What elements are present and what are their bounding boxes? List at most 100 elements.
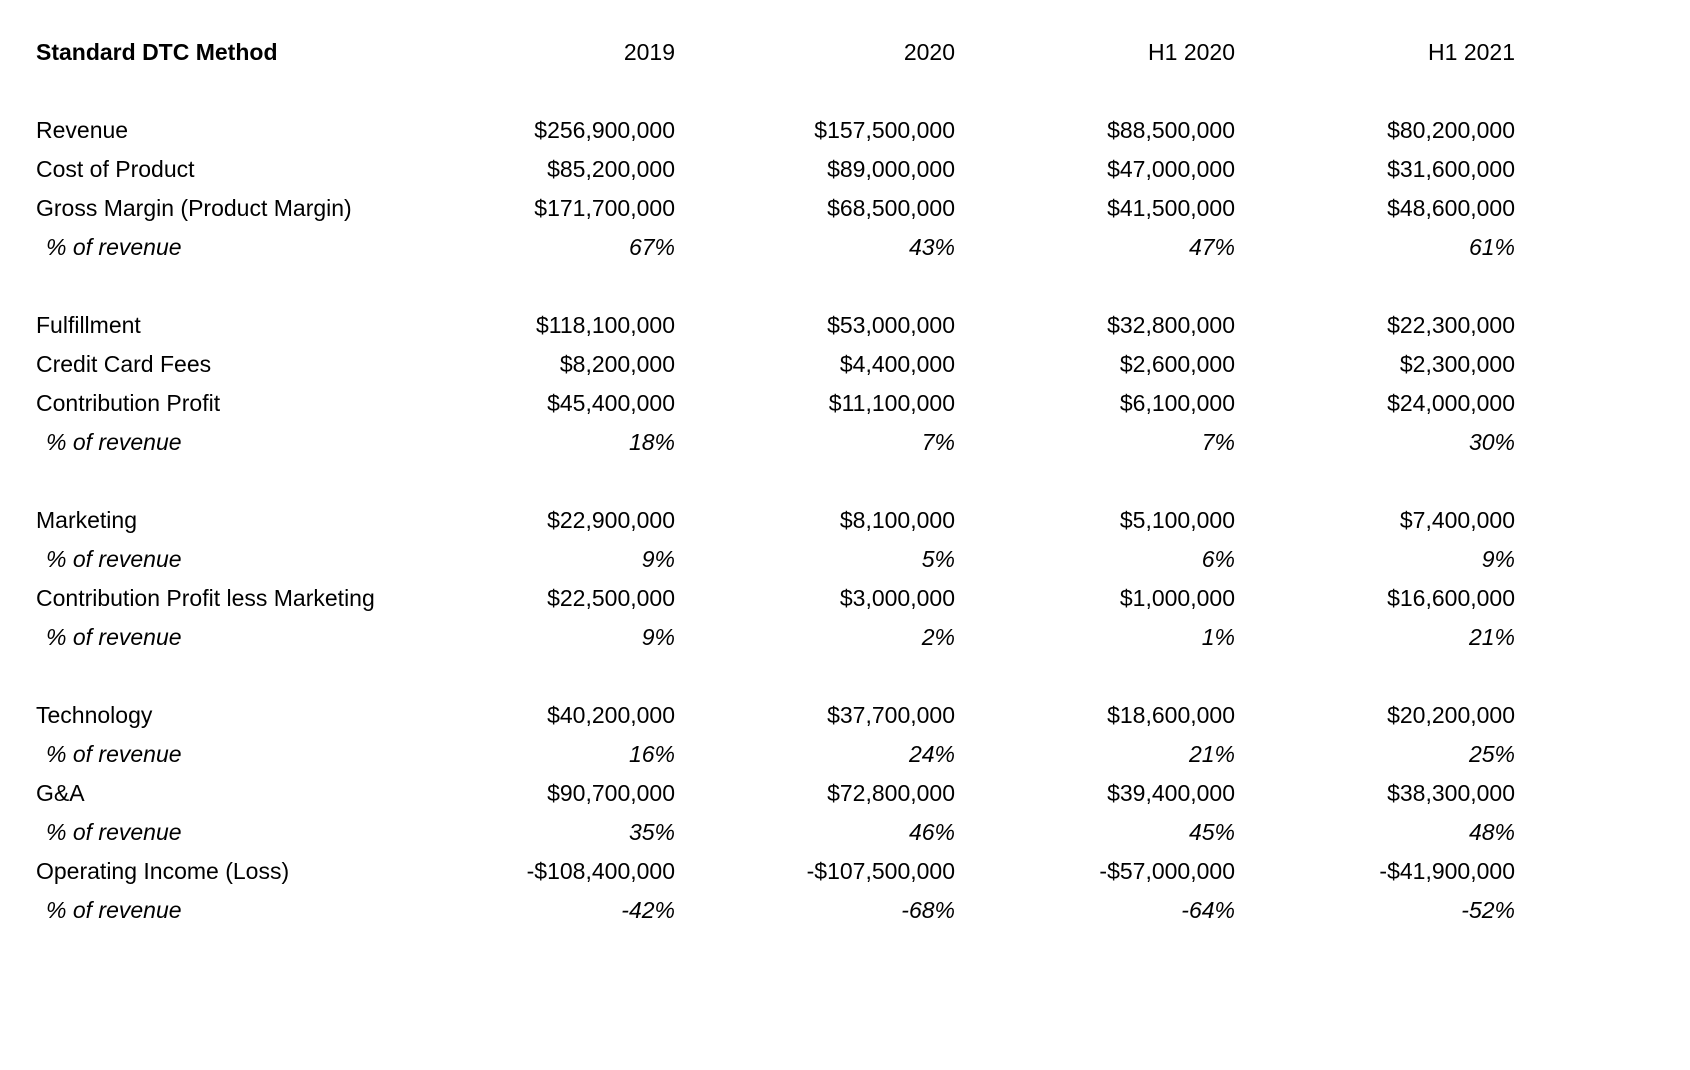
cell-value: $41,500,000: [1107, 195, 1235, 221]
cell-value: $3,000,000: [839, 585, 955, 611]
cell-value: 30%: [1468, 429, 1515, 455]
section-spacer: [36, 657, 1551, 696]
row-label: G&A: [36, 780, 85, 806]
section-spacer: [36, 72, 1551, 111]
cell-value: $48,600,000: [1387, 195, 1515, 221]
cell-value: $20,200,000: [1387, 702, 1515, 728]
table-row: % of revenue -42% -68% -64% -52%: [36, 891, 1551, 930]
cell-value: $7,400,000: [1399, 507, 1515, 533]
cell-value: $157,500,000: [814, 117, 955, 143]
cell-value: 46%: [908, 819, 955, 845]
cell-value: -52%: [1461, 897, 1515, 923]
cell-value: 21%: [1468, 624, 1515, 650]
cell-value: $18,600,000: [1107, 702, 1235, 728]
cell-value: -$107,500,000: [806, 858, 955, 884]
table-title: Standard DTC Method: [36, 39, 278, 65]
table-row: % of revenue 9% 2% 1% 21%: [36, 618, 1551, 657]
section-spacer: [36, 267, 1551, 306]
table-row: Technology $40,200,000 $37,700,000 $18,600,…: [36, 696, 1551, 735]
table-row: Marketing $22,900,000 $8,100,000 $5,100,000…: [36, 501, 1551, 540]
cell-value: -64%: [1181, 897, 1235, 923]
cell-value: $47,000,000: [1107, 156, 1235, 182]
row-label: Contribution Profit less Marketing: [36, 585, 375, 611]
table-row: % of revenue 18% 7% 7% 30%: [36, 423, 1551, 462]
cell-value: $118,100,000: [536, 312, 675, 338]
table-row: % of revenue 16% 24% 21% 25%: [36, 735, 1551, 774]
cell-value: $256,900,000: [534, 117, 675, 143]
cell-value: 7%: [921, 429, 955, 455]
cell-value: 9%: [641, 546, 675, 572]
cell-value: $1,000,000: [1119, 585, 1235, 611]
row-label: Operating Income (Loss): [36, 858, 290, 884]
cell-value: 25%: [1468, 741, 1515, 767]
cell-value: $4,400,000: [839, 351, 955, 377]
row-label: Revenue: [36, 117, 129, 143]
cell-value: 24%: [908, 741, 955, 767]
table-row: Fulfillment $118,100,000 $53,000,000 $32,80…: [36, 306, 1551, 345]
cell-value: 47%: [1188, 234, 1235, 260]
row-label: % of revenue: [46, 234, 182, 260]
column-header: H1 2021: [1428, 39, 1515, 65]
cell-value: 2%: [921, 624, 955, 650]
cell-value: 48%: [1468, 819, 1515, 845]
table-row: Gross Margin (Product Margin) $171,700,00…: [36, 189, 1551, 228]
row-label: % of revenue: [46, 897, 182, 923]
table-body: Revenue $256,900,000 $157,500,000 $88,500,0…: [36, 72, 1551, 930]
cell-value: $68,500,000: [827, 195, 955, 221]
table-header-row: Standard DTC Method 2019 2020 H1 2020 H1 20…: [36, 33, 1551, 72]
cell-value: $45,400,000: [547, 390, 675, 416]
cell-value: $8,100,000: [839, 507, 955, 533]
column-header: 2020: [903, 39, 955, 65]
table-row: Credit Card Fees $8,200,000 $4,400,000 $2,6…: [36, 345, 1551, 384]
cell-value: $171,700,000: [534, 195, 675, 221]
cell-value: $38,300,000: [1387, 780, 1515, 806]
column-header: 2019: [623, 39, 675, 65]
table-row: % of revenue 67% 43% 47% 61%: [36, 228, 1551, 267]
table-row: Contribution Profit less Marketing $22,50…: [36, 579, 1551, 618]
row-label: % of revenue: [46, 741, 182, 767]
cell-value: $2,600,000: [1119, 351, 1235, 377]
cell-value: 9%: [1481, 546, 1515, 572]
cell-value: $89,000,000: [827, 156, 955, 182]
table-row: Operating Income (Loss) -$108,400,000 -$10…: [36, 852, 1551, 891]
row-label: Marketing: [36, 507, 137, 533]
cell-value: 6%: [1201, 546, 1235, 572]
column-header: H1 2020: [1148, 39, 1235, 65]
cell-value: -42%: [621, 897, 675, 923]
table-row: Contribution Profit $45,400,000 $11,100,00…: [36, 384, 1551, 423]
cell-value: $32,800,000: [1107, 312, 1235, 338]
row-label: Gross Margin (Product Margin): [36, 195, 352, 221]
table-row: G&A $90,700,000 $72,800,000 $39,400,000 $38,…: [36, 774, 1551, 813]
table-row: % of revenue 9% 5% 6% 9%: [36, 540, 1551, 579]
row-label: % of revenue: [46, 546, 182, 572]
cell-value: 18%: [628, 429, 675, 455]
cell-value: -$41,900,000: [1379, 858, 1515, 884]
table-row: Revenue $256,900,000 $157,500,000 $88,500,0…: [36, 111, 1551, 150]
table-row: % of revenue 35% 46% 45% 48%: [36, 813, 1551, 852]
cell-value: $6,100,000: [1119, 390, 1235, 416]
cell-value: $72,800,000: [827, 780, 955, 806]
cell-value: $22,300,000: [1387, 312, 1515, 338]
row-label: % of revenue: [46, 624, 182, 650]
row-label: % of revenue: [46, 819, 182, 845]
cell-value: $22,500,000: [547, 585, 675, 611]
row-label: Technology: [36, 702, 153, 728]
cell-value: $24,000,000: [1387, 390, 1515, 416]
cell-value: 21%: [1188, 741, 1235, 767]
cell-value: $8,200,000: [559, 351, 675, 377]
cell-value: -$57,000,000: [1099, 858, 1235, 884]
cell-value: 7%: [1201, 429, 1235, 455]
dtc-financial-table: Standard DTC Method 2019 2020 H1 2020 H1 20…: [36, 33, 1551, 930]
cell-value: $90,700,000: [547, 780, 675, 806]
cell-value: $85,200,000: [547, 156, 675, 182]
cell-value: $39,400,000: [1107, 780, 1235, 806]
cell-value: $80,200,000: [1387, 117, 1515, 143]
cell-value: -$108,400,000: [526, 858, 675, 884]
cell-value: 35%: [628, 819, 675, 845]
cell-value: $40,200,000: [547, 702, 675, 728]
cell-value: $31,600,000: [1387, 156, 1515, 182]
cell-value: $53,000,000: [827, 312, 955, 338]
cell-value: $5,100,000: [1119, 507, 1235, 533]
cell-value: 61%: [1468, 234, 1515, 260]
row-label: Credit Card Fees: [36, 351, 212, 377]
